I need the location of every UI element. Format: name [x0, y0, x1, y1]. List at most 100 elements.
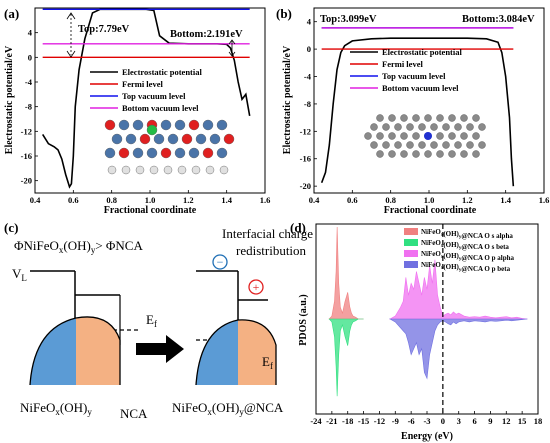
- atom-sphere: [382, 123, 390, 131]
- atom-sphere: [191, 165, 201, 175]
- panel-a-xtick-label: 0.6: [68, 195, 79, 205]
- panel-d-legend-swatch: [404, 239, 418, 246]
- panel-c-left-material-label: NiFeOx(OH)y: [20, 400, 92, 417]
- atom-sphere: [125, 133, 137, 145]
- panel-a-legend-label-1: Fermi level: [122, 79, 163, 89]
- panel-b-legend: Electrostatic potential Fermi level Top …: [350, 47, 463, 93]
- panel-b-series-electrostatic-potential: [320, 37, 515, 187]
- panel-a-xlabel: Fractional coordinate: [104, 205, 197, 216]
- atom-sphere: [454, 141, 462, 149]
- atom-sphere: [448, 114, 456, 122]
- atom-sphere: [430, 141, 438, 149]
- panel-a-legend-label-3: Bottom vacuum level: [122, 103, 199, 113]
- atom-sphere: [121, 165, 131, 175]
- panel-c-right-material-label: NiFeOx(OH)y@NCA: [172, 400, 284, 417]
- panel-c-right-orange-band: [238, 319, 276, 385]
- atom-sphere: [436, 114, 444, 122]
- panel-a-xtick-label: 1.6: [260, 195, 271, 205]
- atom-sphere: [202, 119, 214, 131]
- atom-sphere: [181, 133, 193, 145]
- atom-sphere: [149, 165, 159, 175]
- atom-sphere: [394, 141, 402, 149]
- panel-c-inequality: ΦNiFeOx(OH)y> ΦNCA: [14, 238, 143, 255]
- panel-d-legend-swatch: [404, 228, 418, 235]
- panel-b-label: (b): [276, 6, 292, 21]
- panel-c-left-blue-band: [30, 318, 76, 385]
- panel-d-legend-swatch: [404, 250, 418, 257]
- atom-sphere: [195, 133, 207, 145]
- atom-sphere: [460, 132, 468, 140]
- atom-sphere: [132, 147, 144, 159]
- panel-a-xtick-label: 1.4: [221, 195, 232, 205]
- panel-b-ytick-label: 0: [307, 44, 311, 54]
- panel-c-title-line2: redistribution: [236, 243, 307, 258]
- panel-a-xtick-label: 0.8: [106, 195, 117, 205]
- atom-sphere: [394, 123, 402, 131]
- panel-d-xtick-label: -12: [374, 416, 385, 426]
- atom-sphere: [223, 133, 235, 145]
- atom-sphere: [111, 133, 123, 145]
- atom-sphere: [466, 141, 474, 149]
- atom-sphere: [400, 150, 408, 158]
- atom-sphere: [107, 165, 117, 175]
- atom-sphere: [466, 123, 474, 131]
- atom-sphere: [160, 119, 172, 131]
- atom-sphere: [376, 114, 384, 122]
- panel-c-left-orange-band: [76, 316, 120, 385]
- atom-sphere: [202, 147, 214, 159]
- panel-d-ylabel: PDOS (a.u.): [298, 294, 309, 345]
- atom-sphere: [167, 133, 179, 145]
- atom-sphere: [400, 132, 408, 140]
- panel-d-xtick-label: -24: [310, 416, 322, 426]
- panel-a-ytick-label: 0: [28, 52, 32, 62]
- atom-sphere: [448, 150, 456, 158]
- atom-sphere: [216, 119, 228, 131]
- panel-a-xtick-label: 1.0: [145, 195, 156, 205]
- panel-b: (b) 0.4 0.6 0.8 1.0 1.2 1.4 1.6 -20 -16 -12 -8 -4 0 4…: [276, 6, 549, 216]
- panel-a-legend-label-2: Top vacuum level: [122, 91, 186, 101]
- panel-d-xtick-label: -6: [408, 416, 415, 426]
- panel-b-xtick-label: 0.4: [309, 195, 320, 205]
- panel-c-ef-left: Ef: [146, 312, 157, 329]
- panel-d-xtick-label: 12: [502, 416, 511, 426]
- atom-sphere: [146, 147, 158, 159]
- panel-d-xtick-label: 9: [488, 416, 492, 426]
- atom-sphere: [118, 147, 130, 159]
- panel-b-ytick-label: -20: [300, 181, 311, 191]
- atom-sphere: [219, 165, 229, 175]
- panel-b-xtick-label: 1.2: [462, 195, 473, 205]
- panel-a-legend: Electrostatic potential Fermi level Top …: [90, 67, 203, 113]
- panel-b-xtick-label: 0.6: [347, 195, 358, 205]
- atom-sphere: [370, 123, 378, 131]
- panel-a-ytick-label: -12: [21, 126, 32, 136]
- atom-sphere: [460, 150, 468, 158]
- panel-c-left-band-outline: [29, 316, 121, 386]
- atom-sphere: [370, 141, 378, 149]
- atom-sphere: [174, 147, 186, 159]
- atom-sphere: [400, 114, 408, 122]
- panel-d-xlabel: Energy (eV): [401, 431, 453, 442]
- atom-sphere: [388, 150, 396, 158]
- atom-sphere: [430, 123, 438, 131]
- panel-a-structure-illustration: [104, 119, 235, 175]
- atom-sphere: [209, 133, 221, 145]
- panel-b-legend-label-2: Top vacuum level: [382, 71, 446, 81]
- atom-sphere: [364, 132, 372, 140]
- atom-sphere: [188, 147, 200, 159]
- atom-sphere: [153, 133, 165, 145]
- panel-d-xtick-label: 0: [441, 416, 445, 426]
- atom-sphere: [424, 150, 432, 158]
- atom-sphere: [478, 123, 486, 131]
- panel-b-ytick-label: -16: [300, 154, 311, 164]
- panel-a-bottom-arrow: [228, 39, 236, 57]
- panel-b-ytick-label: -8: [304, 99, 311, 109]
- panel-d-xtick-label: 6: [472, 416, 476, 426]
- atom-sphere: [424, 114, 432, 122]
- atom-sphere: [412, 132, 420, 140]
- panel-b-plot-area: 0.4 0.6 0.8 1.0 1.2 1.4 1.6 -20 -16 -12 -8 -4 0 4: [300, 17, 550, 205]
- panel-d-xtick-label: -21: [326, 416, 337, 426]
- atom-sphere: [104, 147, 116, 159]
- panel-c-negative-charge-icon: −: [212, 254, 228, 270]
- atom-sphere: [132, 119, 144, 131]
